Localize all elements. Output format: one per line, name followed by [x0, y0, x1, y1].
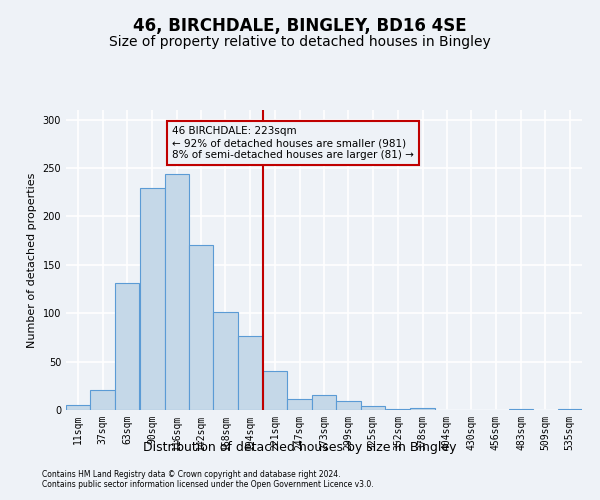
Bar: [66, 405, 91, 410]
Bar: [91, 390, 115, 410]
Bar: [115, 283, 139, 410]
Bar: [386, 409, 410, 410]
Text: 46 BIRCHDALE: 223sqm
← 92% of detached houses are smaller (981)
8% of semi-detac: 46 BIRCHDALE: 223sqm ← 92% of detached h…: [172, 126, 413, 160]
Bar: [263, 372, 287, 410]
Text: Size of property relative to detached houses in Bingley: Size of property relative to detached ho…: [109, 35, 491, 49]
Bar: [213, 312, 238, 410]
Text: 46, BIRCHDALE, BINGLEY, BD16 4SE: 46, BIRCHDALE, BINGLEY, BD16 4SE: [133, 18, 467, 36]
Bar: [509, 409, 533, 410]
Bar: [140, 188, 164, 410]
Bar: [410, 408, 435, 410]
Text: Contains HM Land Registry data © Crown copyright and database right 2024.: Contains HM Land Registry data © Crown c…: [42, 470, 341, 479]
Bar: [557, 409, 582, 410]
Text: Contains public sector information licensed under the Open Government Licence v3: Contains public sector information licen…: [42, 480, 374, 489]
Bar: [361, 406, 385, 410]
Bar: [287, 400, 312, 410]
Bar: [336, 402, 361, 410]
Bar: [189, 246, 213, 410]
Text: Distribution of detached houses by size in Bingley: Distribution of detached houses by size …: [143, 441, 457, 454]
Bar: [238, 336, 262, 410]
Bar: [312, 396, 336, 410]
Y-axis label: Number of detached properties: Number of detached properties: [27, 172, 37, 348]
Bar: [164, 174, 189, 410]
